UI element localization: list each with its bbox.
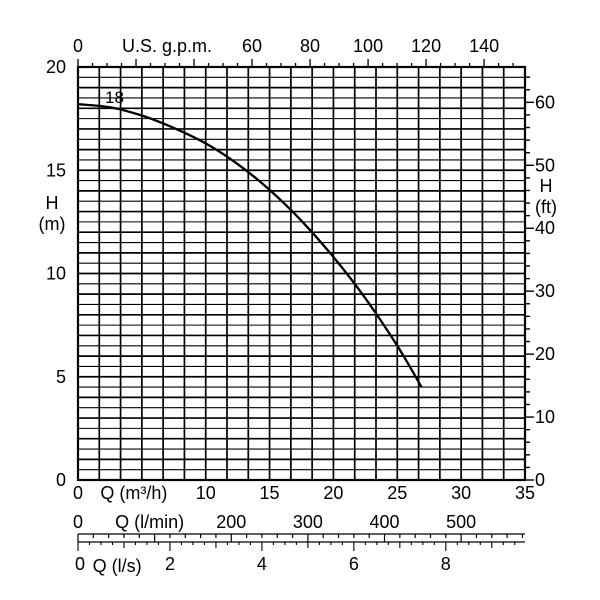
top-tick-label: 60	[242, 36, 262, 56]
y-tick-label: 20	[46, 57, 66, 77]
series-line-18	[77, 103, 423, 388]
lmin-tick-label: 300	[293, 512, 323, 532]
ls-tick-label: 8	[441, 554, 451, 574]
lmin-axis-label: Q (l/min)	[115, 512, 184, 532]
ls-tick-label: 0	[75, 554, 85, 574]
top-tick-label: 80	[300, 36, 320, 56]
x-tick-label: 25	[387, 483, 407, 503]
y-tick-label: 0	[56, 470, 66, 490]
lmin-tick-label: 200	[216, 512, 246, 532]
ls-tick-label: 2	[165, 554, 175, 574]
y-tick-label: 5	[56, 367, 66, 387]
performance-curves: 18	[77, 88, 423, 388]
y-tick-label: 15	[46, 160, 66, 180]
right-axis-label-unit: (ft)	[535, 197, 557, 217]
ls-axis-label: Q (l/s)	[93, 556, 142, 576]
ls-tick-label: 6	[349, 554, 359, 574]
grid	[76, 65, 527, 482]
right-tick-label: 20	[535, 344, 555, 364]
top-tick-label: 100	[353, 36, 383, 56]
x-tick-label: 30	[451, 483, 471, 503]
lmin-tick-label: 500	[446, 512, 476, 532]
series-label: 18	[105, 88, 124, 107]
top-tick-label: 0	[73, 36, 83, 56]
right-axis-label-h: H	[540, 176, 553, 196]
top-tick-label: 120	[411, 36, 441, 56]
top-axis-label: U.S. g.p.m.	[122, 36, 212, 56]
right-tick-label: 50	[535, 155, 555, 175]
x-tick-label: 35	[515, 483, 535, 503]
x-axis-label: Q (m³/h)	[100, 483, 167, 503]
x-tick-label: 15	[260, 483, 280, 503]
x-tick-label: 20	[323, 483, 343, 503]
ls-tick-label: 4	[257, 554, 267, 574]
right-tick-label: 60	[535, 92, 555, 112]
plot-frame	[76, 65, 527, 482]
y-tick-label: 10	[46, 264, 66, 284]
x-tick-label: 0	[73, 483, 83, 503]
right-tick-label: 0	[535, 470, 545, 490]
x-tick-label: 10	[196, 483, 216, 503]
y-axis-label-unit: (m)	[39, 214, 66, 234]
lmin-tick-label: 0	[73, 512, 83, 532]
lmin-tick-label: 400	[369, 512, 399, 532]
top-tick-label: 140	[469, 36, 499, 56]
right-tick-label: 10	[535, 407, 555, 427]
axis-ticks	[77, 59, 534, 551]
right-tick-label: 40	[535, 218, 555, 238]
y-axis-label-h: H	[46, 193, 59, 213]
right-tick-label: 30	[535, 281, 555, 301]
